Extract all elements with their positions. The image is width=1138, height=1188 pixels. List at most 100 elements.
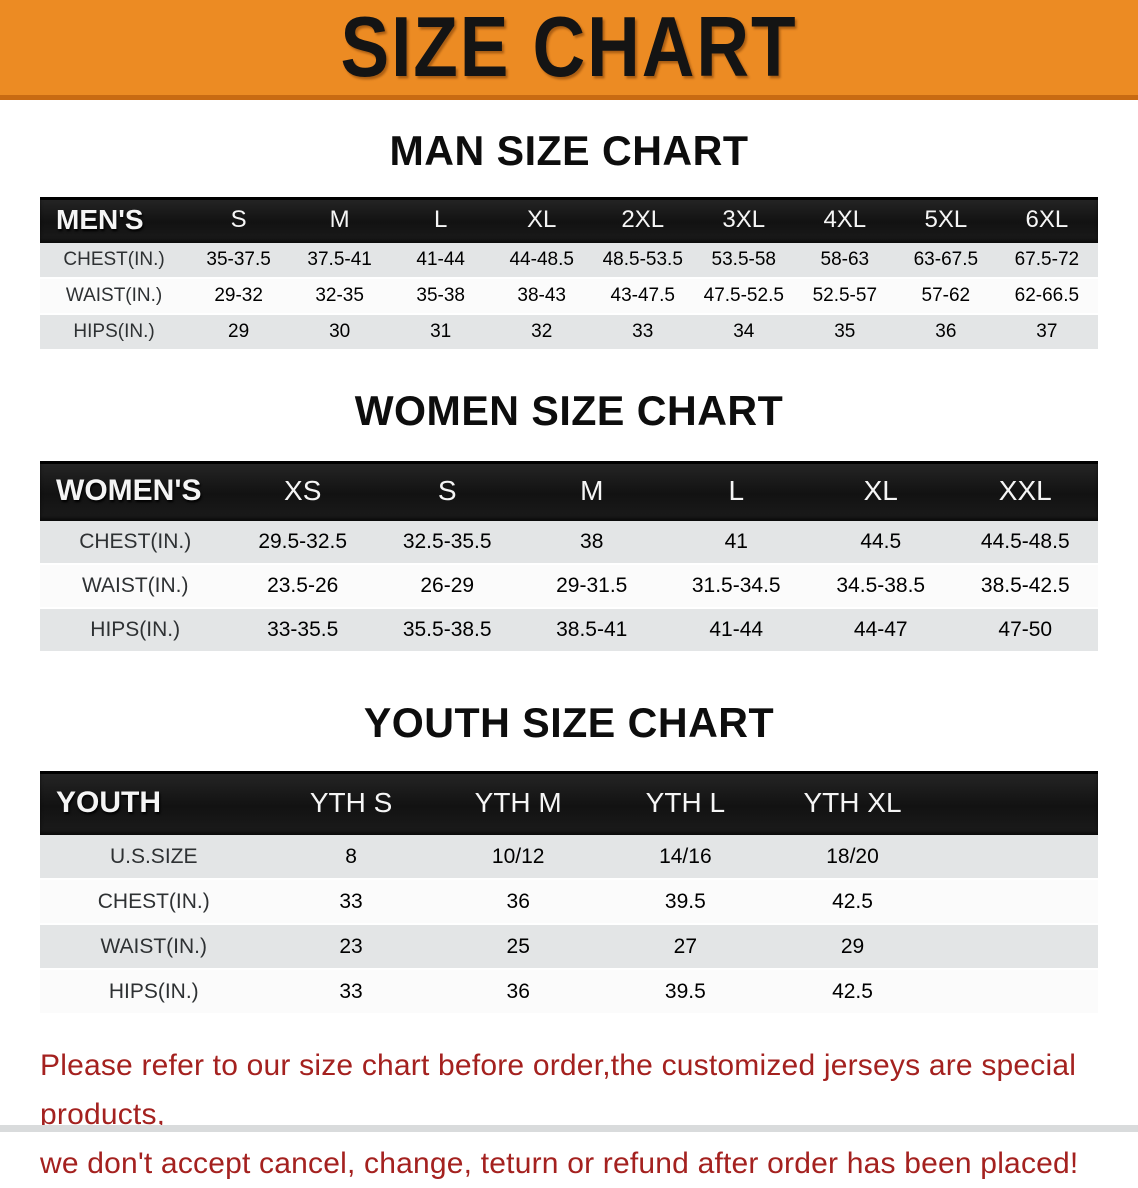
table-row: CHEST(IN.) 35-37.5 37.5-41 41-44 44-48.5 48.5… [40, 243, 1098, 279]
measurement-value: 47-50 [998, 618, 1053, 641]
men-size-column-header: M [329, 206, 350, 233]
table-row: WAIST(IN.) 23 25 27 29 [40, 925, 1098, 970]
measurement-value: 23.5-26 [267, 574, 339, 597]
measurement-value: 62-66.5 [1014, 285, 1080, 306]
men-size-column-header: S [230, 206, 247, 233]
row-label: U.S.SIZE [109, 844, 198, 868]
measurement-value: 34.5-38.5 [836, 574, 926, 597]
men-size-column-header: 2XL [621, 206, 665, 233]
women-size-column-header: L [728, 475, 745, 506]
measurement-value: 29-32 [214, 285, 263, 306]
men-table-header-row: MEN'S S M L XL 2XL 3XL 4XL 5XL 6XL [40, 197, 1098, 243]
banner-title: SIZE CHART [340, 0, 798, 96]
measurement-value: 26-29 [420, 574, 475, 597]
women-size-column-header: M [580, 475, 604, 506]
youth-size-column-header: YTH XL [803, 787, 902, 818]
measurement-value: 29-31.5 [556, 574, 628, 597]
youth-size-column-header: YTH L [645, 787, 726, 818]
measurement-value: 33-35.5 [267, 618, 339, 641]
table-row: WAIST(IN.) 29-32 32-35 35-38 38-43 43-47.5 47.… [40, 279, 1098, 315]
youth-table-corner-label: YOUTH [56, 786, 161, 819]
measurement-value: 67.5-72 [1014, 249, 1080, 270]
measurement-value: 32-35 [315, 285, 364, 306]
measurement-value: 52.5-57 [812, 285, 878, 306]
youth-size-chart-heading: YOUTH SIZE CHART [363, 699, 775, 746]
men-size-chart-heading: MAN SIZE CHART [389, 127, 749, 174]
measurement-value: 47.5-52.5 [703, 285, 784, 306]
table-row: WAIST(IN.) 23.5-26 26-29 29-31.5 31.5-34.5 34… [40, 565, 1098, 609]
order-notice-line-2: we don't accept cancel, change, teturn o… [40, 1147, 1079, 1180]
men-size-column-header: 6XL [1025, 206, 1069, 233]
measurement-value: 38 [580, 530, 604, 553]
measurement-value: 42.5 [832, 979, 873, 1003]
men-size-column-header: 4XL [823, 206, 867, 233]
measurement-value: 44.5 [860, 530, 902, 553]
measurement-value: 53.5-58 [711, 249, 776, 270]
measurement-value: 10/12 [491, 844, 545, 868]
women-size-column-header: XL [863, 475, 898, 506]
measurement-value: 18/20 [826, 844, 879, 868]
measurement-value: 36 [506, 889, 530, 913]
table-row: CHEST(IN.) 29.5-32.5 32.5-35.5 38 41 44.5 44.5… [40, 521, 1098, 565]
table-row: HIPS(IN.) 33-35.5 35.5-38.5 38.5-41 41-44 44-… [40, 609, 1098, 653]
measurement-value: 38-43 [517, 285, 567, 306]
measurement-value: 37.5-41 [307, 249, 372, 270]
measurement-value: 36 [506, 979, 530, 1003]
measurement-value: 43-47.5 [610, 285, 675, 306]
women-size-column-header: S [437, 475, 457, 506]
measurement-value: 57-62 [921, 285, 971, 306]
men-size-column-header: 5XL [924, 206, 968, 233]
measurement-value: 44-48.5 [509, 249, 574, 270]
measurement-value: 41-44 [709, 618, 764, 641]
measurement-value: 63-67.5 [913, 249, 979, 270]
measurement-value: 35-38 [416, 285, 465, 306]
measurement-value: 42.5 [832, 889, 873, 913]
women-size-column-header: XS [284, 475, 322, 506]
measurement-value: 23 [339, 934, 363, 958]
table-row: HIPS(IN.) 29 30 31 32 33 34 35 36 37 [40, 315, 1098, 351]
measurement-value: 29 [840, 934, 865, 958]
order-notice: Please refer to our size chart before or… [40, 1041, 1138, 1188]
youth-size-table: YOUTH YTH S YTH M YTH L YTH XL U.S.SIZE 8 10/12… [40, 771, 1098, 1015]
men-size-column-header: L [434, 206, 448, 233]
measurement-value: 29 [228, 321, 250, 342]
row-label: HIPS(IN.) [108, 979, 199, 1003]
measurement-value: 38.5-41 [556, 618, 628, 641]
men-size-column-header: XL [527, 206, 557, 233]
order-notice-line-1: Please refer to our size chart before or… [40, 1049, 1077, 1131]
women-size-chart-heading: WOMEN SIZE CHART [354, 387, 784, 434]
row-label: WAIST(IN.) [100, 934, 207, 958]
measurement-value: 14/16 [659, 844, 712, 868]
measurement-value: 39.5 [664, 979, 706, 1003]
measurement-value: 48.5-53.5 [602, 249, 683, 270]
measurement-value: 58-63 [820, 249, 870, 270]
measurement-value: 33 [339, 979, 363, 1003]
row-label: HIPS(IN.) [73, 321, 155, 342]
size-chart-banner: SIZE CHART [0, 0, 1138, 100]
measurement-value: 39.5 [664, 889, 706, 913]
men-size-table: MEN'S S M L XL 2XL 3XL 4XL 5XL 6XL CHEST(IN.) 35-37… [40, 197, 1098, 351]
women-size-table: WOMEN'S XS S M L XL XXL CHEST(IN.) 29.5-32.5 32.5… [40, 461, 1098, 653]
measurement-value: 32.5-35.5 [402, 530, 492, 553]
measurement-value: 33 [339, 889, 363, 913]
table-row: HIPS(IN.) 33 36 39.5 42.5 [40, 970, 1098, 1015]
women-table-header-row: WOMEN'S XS S M L XL XXL [40, 461, 1098, 521]
measurement-value: 37 [1036, 321, 1058, 342]
measurement-value: 34 [733, 321, 755, 342]
table-row: U.S.SIZE 8 10/12 14/16 18/20 [40, 835, 1098, 880]
youth-size-column-header: YTH M [474, 787, 562, 818]
size-charts-container: MAN SIZE CHART MEN'S S M L XL 2XL 3XL 4XL 5XL 6XL C… [0, 127, 1138, 1015]
measurement-value: 35.5-38.5 [402, 618, 492, 641]
row-label: CHEST(IN.) [63, 249, 165, 270]
row-label: CHEST(IN.) [79, 530, 192, 553]
women-size-column-header: XXL [998, 475, 1052, 506]
measurement-value: 25 [506, 934, 530, 958]
row-label: HIPS(IN.) [90, 618, 181, 641]
measurement-value: 36 [935, 321, 957, 342]
measurement-value: 32 [531, 321, 553, 342]
measurement-value: 27 [673, 934, 698, 958]
table-row: CHEST(IN.) 33 36 39.5 42.5 [40, 880, 1098, 925]
measurement-value: 8 [345, 844, 357, 868]
men-table-corner-label: MEN'S [56, 204, 144, 235]
youth-size-column-header: YTH S [309, 787, 393, 818]
